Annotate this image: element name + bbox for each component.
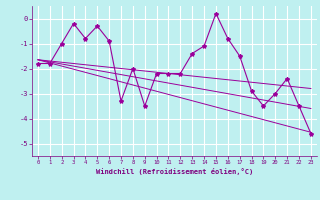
X-axis label: Windchill (Refroidissement éolien,°C): Windchill (Refroidissement éolien,°C) bbox=[96, 168, 253, 175]
